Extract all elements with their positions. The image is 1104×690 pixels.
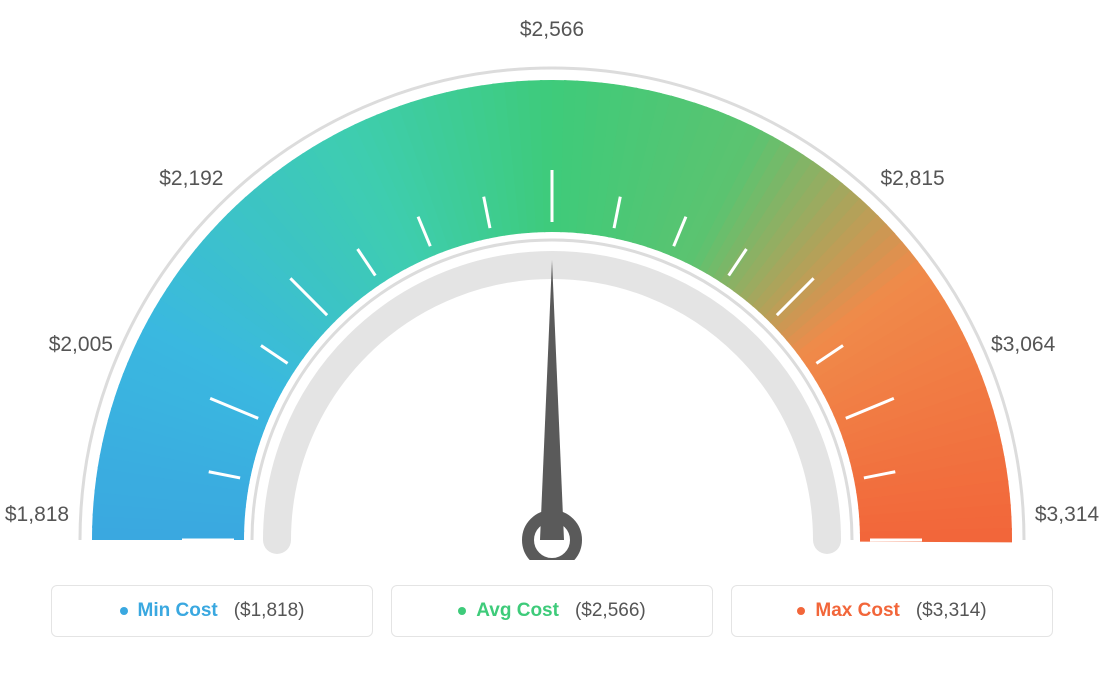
legend-min-dot bbox=[120, 607, 128, 615]
legend-max-label: Max Cost bbox=[815, 600, 899, 622]
gauge-svg bbox=[0, 0, 1104, 560]
gauge-tick-label: $1,818 bbox=[5, 503, 69, 527]
legend-max: Max Cost ($3,314) bbox=[731, 585, 1053, 637]
gauge-tick-label: $2,815 bbox=[880, 167, 944, 191]
gauge-tick-label: $2,566 bbox=[520, 18, 584, 42]
gauge-tick-label: $3,064 bbox=[991, 333, 1055, 357]
legend-row: Min Cost ($1,818) Avg Cost ($2,566) Max … bbox=[0, 585, 1104, 637]
legend-avg-label: Avg Cost bbox=[476, 600, 559, 622]
legend-avg-value: ($2,566) bbox=[575, 600, 646, 622]
legend-max-dot bbox=[797, 607, 805, 615]
legend-min-label: Min Cost bbox=[138, 600, 218, 622]
gauge-tick-label: $2,192 bbox=[159, 167, 223, 191]
legend-avg: Avg Cost ($2,566) bbox=[391, 585, 713, 637]
legend-max-value: ($3,314) bbox=[916, 600, 987, 622]
gauge-tick-label: $2,005 bbox=[49, 333, 113, 357]
legend-min-value: ($1,818) bbox=[234, 600, 305, 622]
gauge-tick-label: $3,314 bbox=[1035, 503, 1099, 527]
gauge-chart: $1,818 $2,005 $2,192 $2,566 $2,815 $3,064 $3,3… bbox=[0, 0, 1104, 560]
legend-avg-dot bbox=[458, 607, 466, 615]
legend-min: Min Cost ($1,818) bbox=[51, 585, 373, 637]
